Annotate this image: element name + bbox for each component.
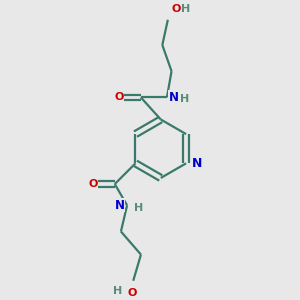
Text: N: N (192, 157, 202, 170)
Text: H: H (181, 4, 190, 14)
Text: N: N (169, 91, 178, 104)
Text: O: O (114, 92, 124, 102)
Text: H: H (134, 203, 143, 213)
Text: H: H (180, 94, 189, 104)
Text: H: H (113, 286, 122, 296)
Text: O: O (172, 4, 181, 14)
Text: N: N (115, 199, 124, 212)
Text: O: O (127, 287, 136, 298)
Text: O: O (88, 179, 98, 189)
